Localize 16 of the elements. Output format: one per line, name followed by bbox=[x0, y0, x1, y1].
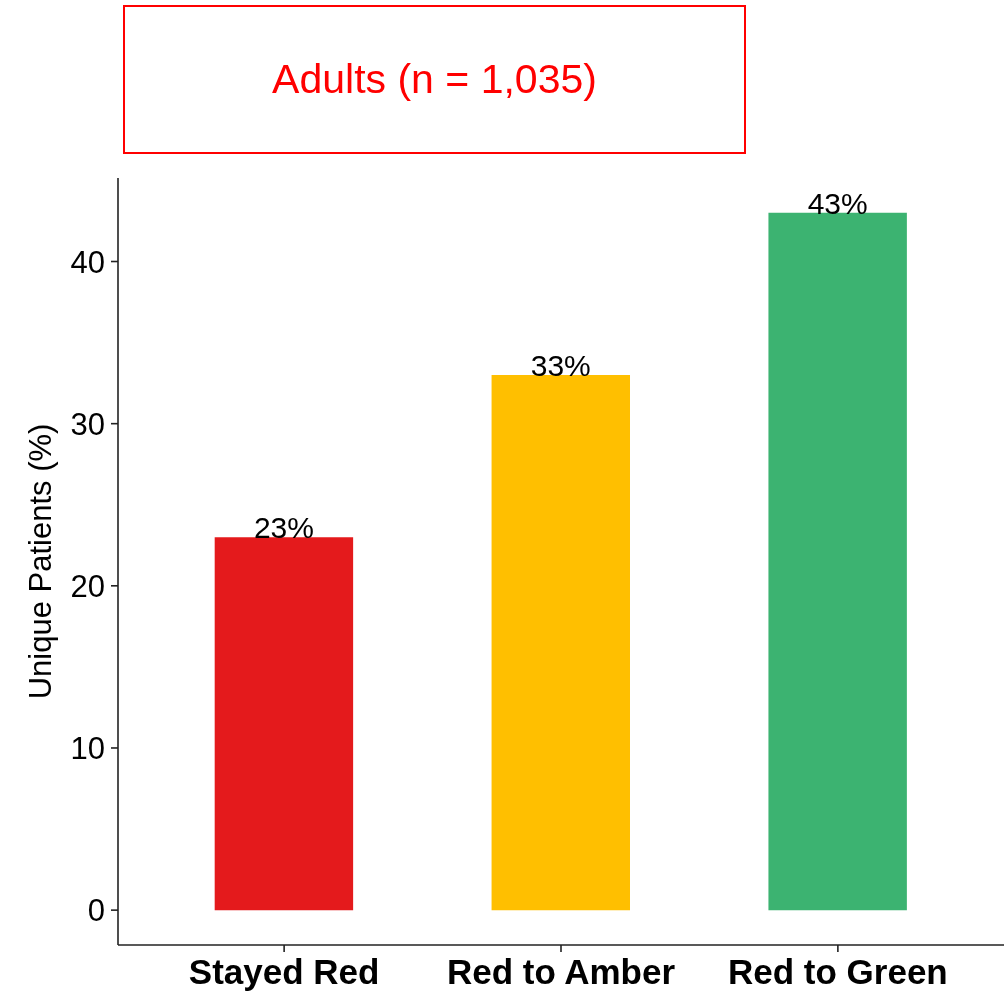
y-tick-label: 40 bbox=[70, 244, 105, 280]
bar bbox=[491, 375, 630, 911]
x-tick-label: Red to Amber bbox=[446, 951, 676, 991]
y-tick-label: 10 bbox=[70, 730, 105, 766]
data-label: 43% bbox=[807, 186, 868, 220]
y-tick-label: 30 bbox=[70, 406, 105, 442]
bar bbox=[214, 537, 354, 911]
bar bbox=[768, 212, 907, 911]
data-label: 23% bbox=[253, 511, 314, 545]
data-label: 33% bbox=[530, 349, 591, 383]
y-tick-label: 0 bbox=[87, 893, 105, 929]
y-axis-title: Unique Patients (%) bbox=[22, 423, 58, 700]
x-tick-label: Red to Green bbox=[727, 951, 948, 991]
x-tick-label: Stayed Red bbox=[188, 951, 380, 991]
y-tick-label: 20 bbox=[70, 568, 105, 604]
chart-title: Adults (n = 1,035) bbox=[272, 55, 597, 104]
